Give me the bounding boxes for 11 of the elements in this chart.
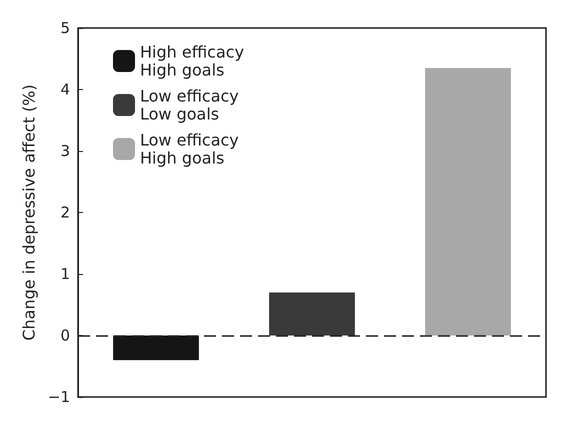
legend-label: High efficacy High goals bbox=[140, 42, 244, 80]
y-tick-label: 4 bbox=[60, 80, 70, 98]
y-tick-label: 0 bbox=[60, 326, 70, 344]
y-tick-label: −1 bbox=[48, 388, 70, 406]
legend-label: Low efficacy High goals bbox=[140, 130, 239, 168]
y-tick-label: 1 bbox=[60, 265, 70, 283]
y-tick-label: 3 bbox=[60, 142, 70, 160]
y-tick-label: 5 bbox=[60, 19, 70, 37]
legend-label: Low efficacy Low goals bbox=[140, 86, 239, 124]
y-axis-title: Change in depressive affect (%) bbox=[19, 84, 38, 341]
y-tick-label: 2 bbox=[60, 204, 70, 222]
